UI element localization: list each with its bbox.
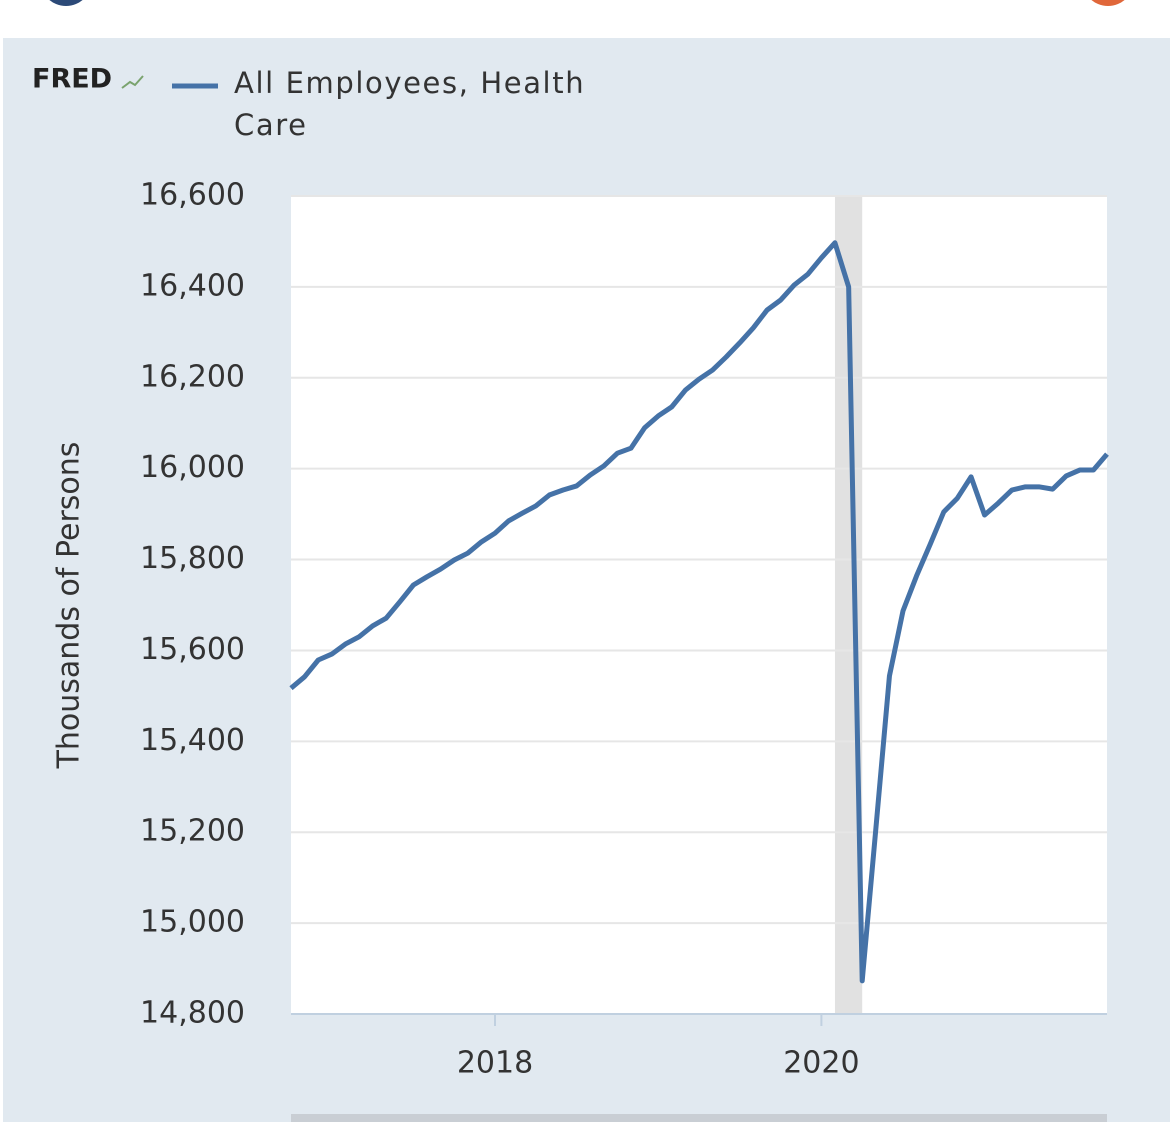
plot-area [291, 196, 1107, 1014]
x-tick-label: 2020 [783, 1046, 859, 1081]
legend-label: All Employees, Health Care [234, 66, 586, 142]
y-axis-label: Thousands of Persons [52, 442, 87, 770]
x-tick-label: 2018 [457, 1046, 533, 1081]
y-tick-label: 15,400 [140, 723, 245, 758]
y-tick-label: 16,400 [140, 268, 245, 303]
y-tick-label: 16,600 [140, 178, 245, 213]
y-tick-label: 15,600 [140, 632, 245, 667]
y-tick-label: 16,000 [140, 450, 245, 485]
y-tick-label: 15,800 [140, 541, 245, 576]
nav-icon[interactable] [40, 0, 92, 6]
brand-logo: FRED [32, 64, 112, 95]
y-tick-label: 14,800 [140, 996, 245, 1031]
y-tick-label: 15,000 [140, 905, 245, 940]
logo-icon [121, 75, 144, 89]
range-slider[interactable] [291, 1114, 1107, 1122]
y-tick-label: 15,200 [140, 814, 245, 849]
top-bar [0, 0, 1170, 38]
y-tick-label: 16,200 [140, 359, 245, 394]
series-line [289, 240, 1109, 984]
nav-icon[interactable] [1082, 0, 1134, 6]
